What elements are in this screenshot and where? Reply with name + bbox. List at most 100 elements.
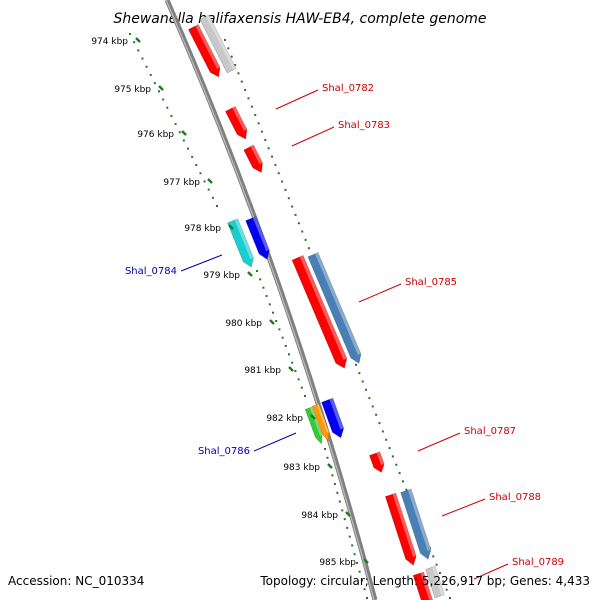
tick-dot	[268, 303, 271, 306]
rna-feature[interactable]	[425, 565, 445, 599]
kbp-major-tick	[207, 178, 213, 184]
tick-dot	[297, 222, 300, 225]
tick-dot	[294, 370, 297, 372]
tick-dot	[291, 205, 294, 208]
feature-shape	[384, 492, 417, 566]
tick-dot	[141, 57, 144, 60]
feature-highlight	[314, 252, 361, 356]
feature-shape	[291, 255, 348, 369]
gene-feature[interactable]	[311, 403, 332, 442]
kbp-label: 976 kbp	[137, 130, 174, 140]
gene-label[interactable]: Shal_0787	[464, 426, 516, 437]
kbp-scale: 974 kbp 975 kbp 976 kbp 977 kbp 978 kbp 979 k…	[91, 37, 369, 568]
feature-shape	[425, 565, 445, 599]
feature-highlight	[206, 14, 237, 70]
feature-shape	[307, 252, 362, 364]
gene-label-leader	[417, 432, 461, 452]
tick-dot	[395, 463, 398, 466]
feature-highlight	[376, 451, 385, 466]
tick-dot	[348, 535, 351, 538]
genome-title: Shewanella halifaxensis HAW-EB4, complet…	[113, 11, 486, 27]
kbp-major-tick	[181, 130, 187, 136]
tick-dot	[129, 33, 131, 35]
tick-dot	[405, 488, 408, 491]
tick-dot	[432, 555, 435, 558]
tick-dot	[275, 320, 278, 322]
gene-labels: Shal_0782 Shal_0783 Shal_0784 Shal_0785 Shal…	[125, 83, 564, 580]
tick-dot	[445, 588, 448, 591]
tick-dot	[250, 105, 253, 108]
tick-dot	[237, 72, 240, 75]
gene-feature[interactable]	[224, 105, 250, 141]
kbp-label: 980 kbp	[225, 319, 262, 329]
gene-feature[interactable]	[245, 216, 273, 262]
tick-dot	[291, 361, 294, 364]
tick-dot	[358, 372, 361, 375]
tick-dot	[284, 188, 287, 191]
feature-highlight	[252, 216, 270, 252]
tick-dot	[300, 386, 303, 389]
gene-label[interactable]: Shal_0789	[512, 557, 564, 568]
gene-feature[interactable]	[291, 255, 350, 370]
gene-feature[interactable]	[369, 451, 386, 475]
gene-feature[interactable]	[227, 218, 257, 269]
rna-feature[interactable]	[199, 14, 237, 74]
gene-feature[interactable]	[243, 144, 267, 175]
feature-shape	[304, 406, 323, 445]
tick-dot	[326, 456, 329, 459]
kbp-major-tick	[288, 366, 294, 372]
tick-dot	[211, 196, 214, 199]
gene-feature[interactable]	[412, 571, 434, 600]
rna-feature[interactable]	[307, 252, 364, 366]
tick-dot	[281, 180, 284, 183]
tick-dot	[287, 197, 290, 200]
kbp-label: 985 kbp	[319, 558, 356, 568]
gene-label[interactable]: Shal_0784	[125, 266, 177, 277]
gene-label[interactable]: Shal_0786	[198, 446, 250, 457]
tick-dot	[244, 88, 247, 91]
tick-dot	[174, 123, 177, 126]
tick-dot	[449, 597, 451, 599]
gene-label[interactable]: Shal_0785	[405, 277, 457, 288]
tick-dot	[145, 65, 148, 68]
tick-dot	[365, 388, 368, 391]
tick-dot	[361, 579, 364, 582]
rna-feature[interactable]	[400, 488, 434, 561]
tick-dot	[346, 526, 349, 529]
gene-label-leader	[253, 432, 297, 452]
gene-feature[interactable]	[187, 24, 223, 80]
gene-label-leader	[275, 89, 319, 110]
tick-dot	[262, 286, 265, 289]
kbp-major-tick	[269, 319, 275, 325]
feature-shape	[245, 216, 270, 260]
tick-dot	[284, 345, 287, 347]
tick-dot	[278, 328, 281, 331]
tick-dot	[354, 363, 357, 366]
tick-dot	[170, 114, 173, 117]
tick-dot	[224, 39, 226, 41]
gene-feature[interactable]	[384, 492, 418, 567]
tick-dot	[361, 380, 364, 383]
gene-label-leader	[291, 126, 335, 147]
tick-dot	[271, 155, 274, 158]
tick-dot	[381, 430, 384, 433]
tick-dot	[438, 572, 441, 575]
gene-label-leader	[441, 498, 486, 517]
feature-shape	[400, 488, 432, 560]
gene-label[interactable]: Shal_0788	[489, 492, 541, 503]
feature-shape	[311, 403, 330, 442]
gene-feature[interactable]	[321, 397, 347, 440]
tick-dot	[272, 311, 274, 314]
gene-feature[interactable]	[304, 406, 325, 445]
kbp-major-tick	[135, 37, 141, 43]
feature-shape	[187, 24, 221, 78]
feature-highlight	[299, 255, 347, 360]
gene-label[interactable]: Shal_0782	[322, 83, 374, 94]
gene-label[interactable]: Shal_0783	[338, 120, 390, 131]
tick-dot	[149, 73, 152, 76]
kbp-label: 979 kbp	[203, 271, 240, 281]
tick-dot	[294, 213, 297, 216]
gene-label-leader	[473, 563, 509, 580]
feature-highlight	[250, 145, 263, 165]
tick-dot	[363, 588, 366, 591]
